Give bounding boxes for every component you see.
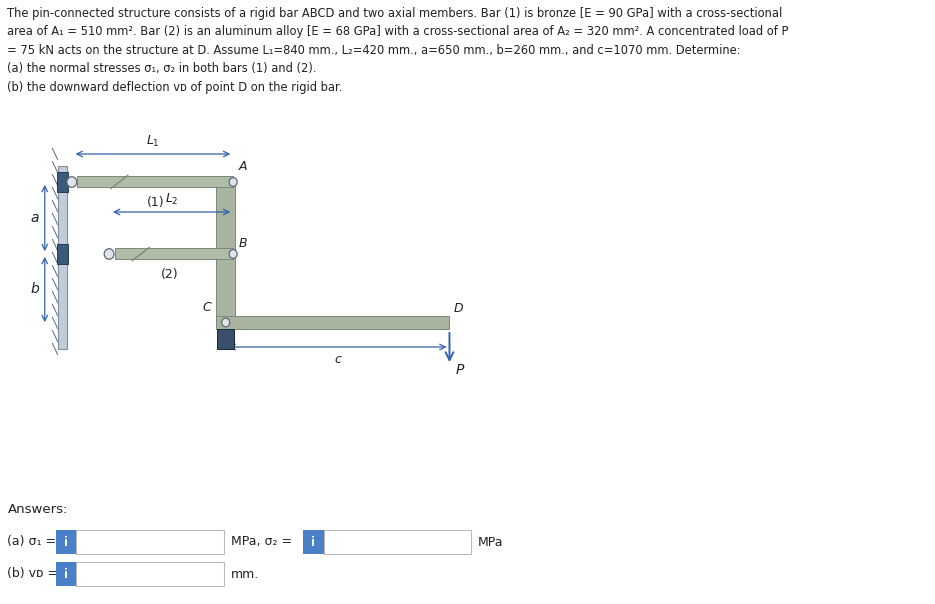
Text: c: c	[334, 353, 341, 366]
Text: $L_2$: $L_2$	[165, 192, 179, 207]
Text: MPa, σ₂ =: MPa, σ₂ =	[231, 536, 293, 548]
Text: D: D	[454, 302, 464, 315]
Text: B: B	[238, 237, 248, 250]
Text: (1): (1)	[147, 196, 165, 210]
Text: $L_1$: $L_1$	[146, 134, 160, 149]
Text: (b) the downward deflection vᴅ of point D on the rigid bar.: (b) the downward deflection vᴅ of point …	[7, 81, 343, 94]
Bar	[57, 172, 68, 192]
Text: i: i	[65, 536, 68, 548]
Circle shape	[229, 249, 237, 259]
Text: a: a	[31, 211, 39, 225]
Text: (b) vᴅ =: (b) vᴅ =	[7, 568, 59, 580]
Bar	[77, 530, 223, 554]
Text: i: i	[65, 568, 68, 580]
Circle shape	[222, 318, 230, 327]
Text: area of A₁ = 510 mm². Bar (2) is an aluminum alloy [E = 68 GPa] with a cross-sec: area of A₁ = 510 mm². Bar (2) is an alum…	[7, 25, 789, 39]
Text: C: C	[203, 301, 211, 314]
Bar	[216, 182, 235, 323]
Text: (a) the normal stresses σ₁, σ₂ in both bars (1) and (2).: (a) the normal stresses σ₁, σ₂ in both b…	[7, 62, 317, 76]
Circle shape	[104, 249, 114, 259]
Text: (a) σ₁ =: (a) σ₁ =	[7, 536, 57, 548]
Circle shape	[67, 177, 77, 187]
Text: P: P	[456, 363, 465, 377]
Bar	[115, 248, 233, 260]
Circle shape	[229, 178, 237, 186]
Bar	[216, 316, 450, 329]
Bar	[57, 244, 68, 264]
Bar	[78, 176, 233, 187]
Bar	[56, 562, 77, 586]
Text: b: b	[31, 283, 39, 297]
Bar	[77, 562, 223, 586]
Text: MPa: MPa	[478, 536, 503, 548]
Text: i: i	[311, 536, 315, 548]
Bar	[58, 166, 67, 349]
Text: (2): (2)	[161, 269, 179, 281]
Bar	[324, 530, 471, 554]
Text: mm.: mm.	[231, 568, 260, 580]
Text: A: A	[238, 160, 247, 173]
Bar	[217, 329, 234, 349]
Bar	[56, 530, 77, 554]
Text: The pin-connected structure consists of a rigid bar ABCD and two axial members. : The pin-connected structure consists of …	[7, 7, 783, 20]
Text: Answers:: Answers:	[7, 503, 68, 516]
Bar	[303, 530, 324, 554]
Text: = 75 kN acts on the structure at D. Assume L₁=840 mm., L₂=420 mm., a=650 mm., b=: = 75 kN acts on the structure at D. Assu…	[7, 44, 741, 57]
